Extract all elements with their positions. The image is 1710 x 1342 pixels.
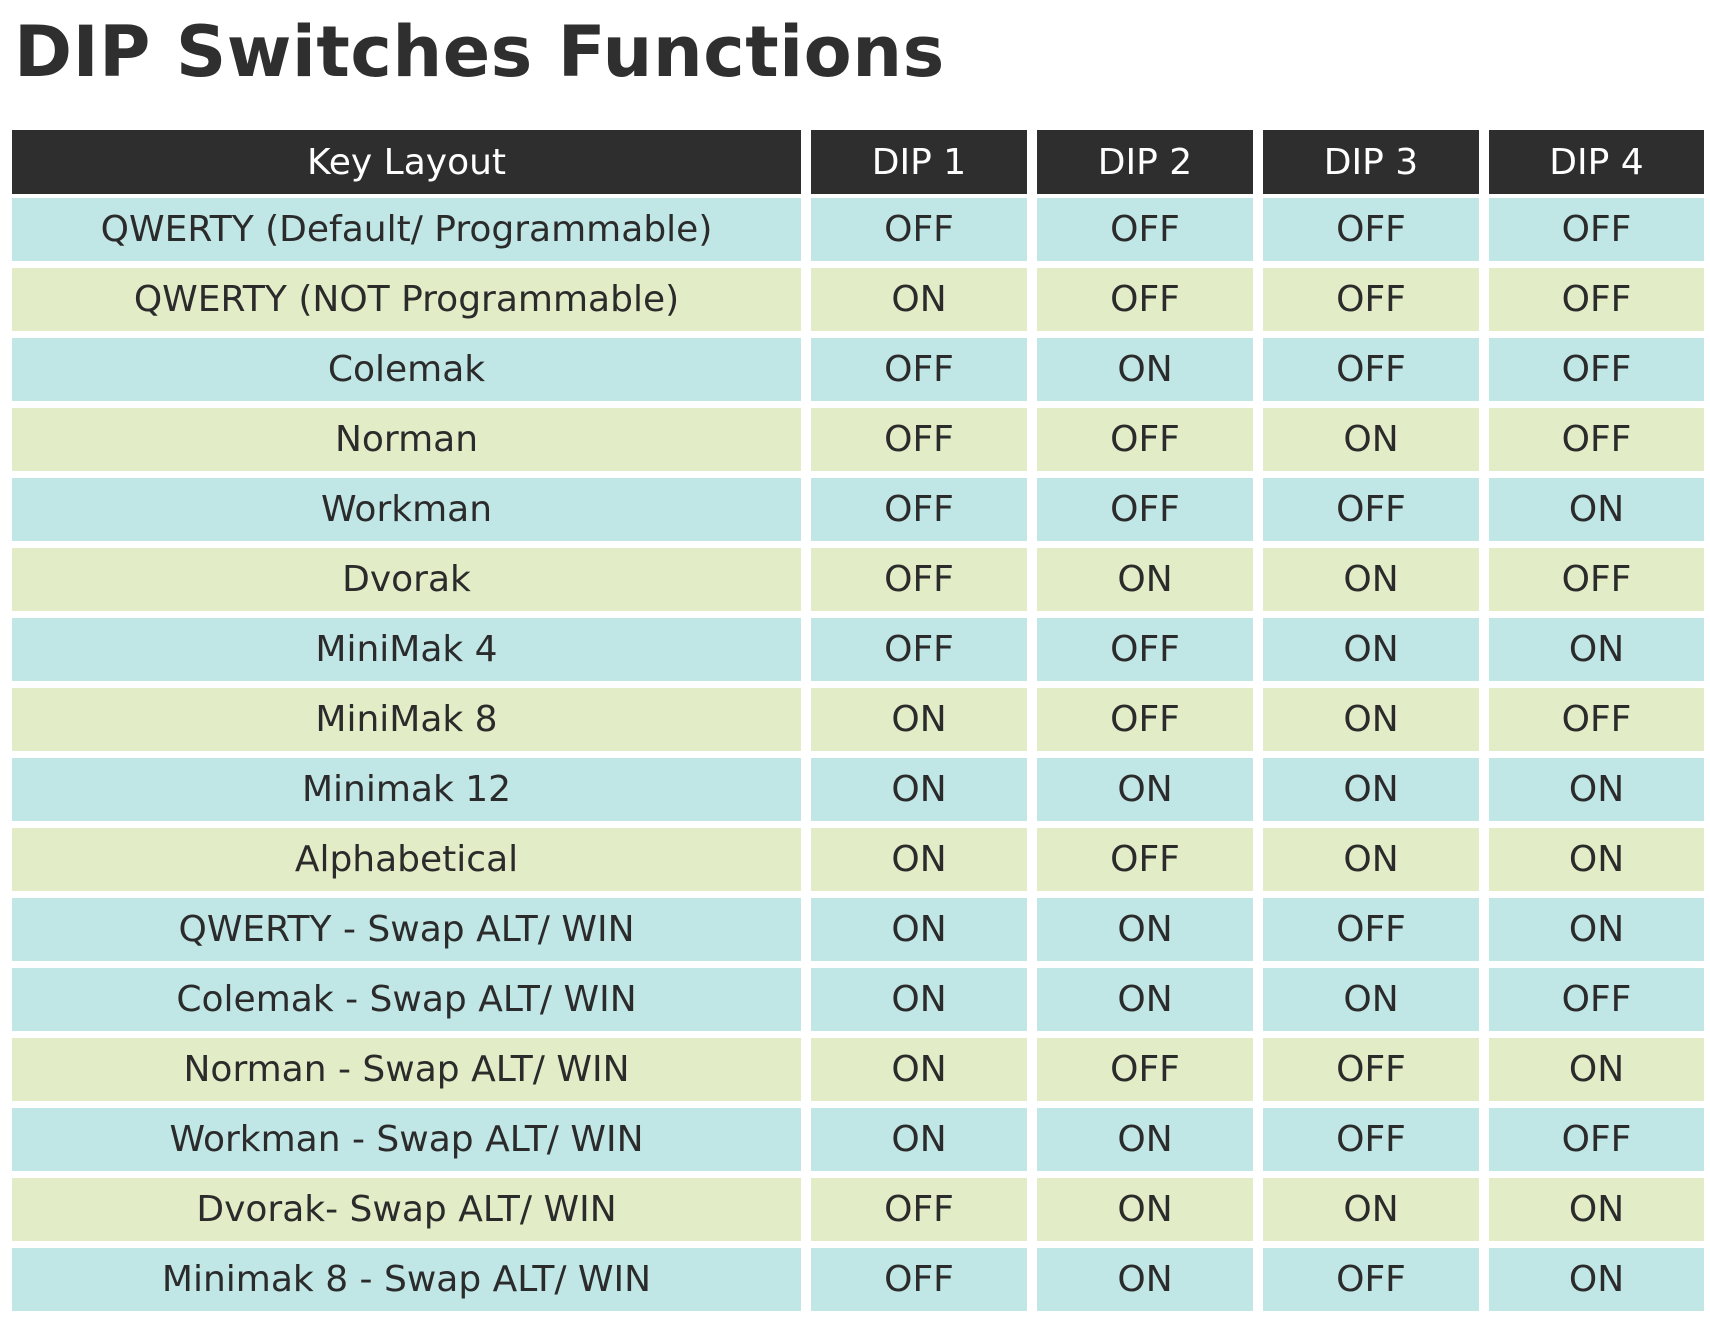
dip-4-cell: OFF bbox=[1489, 688, 1704, 751]
key-layout-cell: QWERTY (NOT Programmable) bbox=[12, 268, 801, 331]
dip-4-cell: OFF bbox=[1489, 198, 1704, 261]
dip-2-cell: OFF bbox=[1037, 618, 1253, 681]
dip-1-cell: ON bbox=[811, 268, 1027, 331]
dip-2-cell: OFF bbox=[1037, 688, 1253, 751]
dip-3-cell: OFF bbox=[1263, 338, 1479, 401]
dip-4-cell: ON bbox=[1489, 1178, 1704, 1241]
dip-1-cell: OFF bbox=[811, 198, 1027, 261]
dip-2-cell: OFF bbox=[1037, 198, 1253, 261]
dip-2-cell: ON bbox=[1037, 758, 1253, 821]
key-layout-cell: Alphabetical bbox=[12, 828, 801, 891]
dip-4-cell: ON bbox=[1489, 1038, 1704, 1101]
dip-3-cell: OFF bbox=[1263, 1248, 1479, 1311]
dip-4-cell: OFF bbox=[1489, 1108, 1704, 1171]
dip-3-cell: OFF bbox=[1263, 268, 1479, 331]
dip-4-cell: ON bbox=[1489, 618, 1704, 681]
dip-3-cell: ON bbox=[1263, 1178, 1479, 1241]
dip-3-cell: OFF bbox=[1263, 1038, 1479, 1101]
dip-1-cell: ON bbox=[811, 1038, 1027, 1101]
dip-4-cell: OFF bbox=[1489, 548, 1704, 611]
key-layout-cell: Minimak 12 bbox=[12, 758, 801, 821]
dip-4-cell: ON bbox=[1489, 828, 1704, 891]
key-layout-cell: Norman bbox=[12, 408, 801, 471]
dip-1-cell: ON bbox=[811, 688, 1027, 751]
dip-3-cell: ON bbox=[1263, 828, 1479, 891]
dip-4-cell: OFF bbox=[1489, 338, 1704, 401]
dip-3-cell: ON bbox=[1263, 618, 1479, 681]
dip-3-cell: OFF bbox=[1263, 478, 1479, 541]
dip-2-cell: ON bbox=[1037, 1178, 1253, 1241]
dip-4-cell: ON bbox=[1489, 1248, 1704, 1311]
key-layout-cell: Colemak bbox=[12, 338, 801, 401]
dip-4-cell: OFF bbox=[1489, 968, 1704, 1031]
dip-3-cell: ON bbox=[1263, 758, 1479, 821]
dip-2-cell: OFF bbox=[1037, 1038, 1253, 1101]
dip-2-cell: ON bbox=[1037, 968, 1253, 1031]
key-layout-cell: Workman bbox=[12, 478, 801, 541]
header-dip-3: DIP 3 bbox=[1263, 130, 1479, 194]
dip-4-cell: ON bbox=[1489, 478, 1704, 541]
dip-2-cell: OFF bbox=[1037, 408, 1253, 471]
dip-2-cell: ON bbox=[1037, 1248, 1253, 1311]
dip-1-cell: ON bbox=[811, 1108, 1027, 1171]
dip-1-cell: OFF bbox=[811, 338, 1027, 401]
dip-3-cell: OFF bbox=[1263, 1108, 1479, 1171]
key-layout-cell: QWERTY (Default/ Programmable) bbox=[12, 198, 801, 261]
dip-switch-table: Key Layout DIP 1 DIP 2 DIP 3 DIP 4 QWERTY (De… bbox=[12, 130, 1704, 1318]
dip-1-cell: ON bbox=[811, 968, 1027, 1031]
dip-1-cell: OFF bbox=[811, 1178, 1027, 1241]
header-key-layout: Key Layout bbox=[12, 130, 801, 194]
dip-2-cell: OFF bbox=[1037, 828, 1253, 891]
dip-3-cell: ON bbox=[1263, 548, 1479, 611]
dip-2-cell: ON bbox=[1037, 338, 1253, 401]
dip-3-cell: ON bbox=[1263, 968, 1479, 1031]
dip-4-cell: OFF bbox=[1489, 408, 1704, 471]
dip-1-cell: ON bbox=[811, 898, 1027, 961]
page-title: DIP Switches Functions bbox=[14, 11, 945, 93]
key-layout-cell: Norman - Swap ALT/ WIN bbox=[12, 1038, 801, 1101]
header-dip-1: DIP 1 bbox=[811, 130, 1027, 194]
dip-2-cell: OFF bbox=[1037, 268, 1253, 331]
dip-3-cell: ON bbox=[1263, 688, 1479, 751]
key-layout-cell: Workman - Swap ALT/ WIN bbox=[12, 1108, 801, 1171]
key-layout-cell: MiniMak 8 bbox=[12, 688, 801, 751]
key-layout-cell: Dvorak- Swap ALT/ WIN bbox=[12, 1178, 801, 1241]
dip-1-cell: ON bbox=[811, 758, 1027, 821]
dip-4-cell: ON bbox=[1489, 758, 1704, 821]
dip-1-cell: OFF bbox=[811, 478, 1027, 541]
key-layout-cell: Dvorak bbox=[12, 548, 801, 611]
header-dip-4: DIP 4 bbox=[1489, 130, 1704, 194]
dip-1-cell: OFF bbox=[811, 548, 1027, 611]
key-layout-cell: QWERTY - Swap ALT/ WIN bbox=[12, 898, 801, 961]
dip-2-cell: ON bbox=[1037, 1108, 1253, 1171]
dip-1-cell: OFF bbox=[811, 1248, 1027, 1311]
dip-1-cell: OFF bbox=[811, 618, 1027, 681]
dip-3-cell: OFF bbox=[1263, 198, 1479, 261]
dip-3-cell: OFF bbox=[1263, 898, 1479, 961]
dip-2-cell: ON bbox=[1037, 548, 1253, 611]
dip-1-cell: ON bbox=[811, 828, 1027, 891]
key-layout-cell: MiniMak 4 bbox=[12, 618, 801, 681]
header-dip-2: DIP 2 bbox=[1037, 130, 1253, 194]
dip-3-cell: ON bbox=[1263, 408, 1479, 471]
dip-1-cell: OFF bbox=[811, 408, 1027, 471]
key-layout-cell: Minimak 8 - Swap ALT/ WIN bbox=[12, 1248, 801, 1311]
dip-2-cell: ON bbox=[1037, 898, 1253, 961]
dip-4-cell: OFF bbox=[1489, 268, 1704, 331]
dip-4-cell: ON bbox=[1489, 898, 1704, 961]
key-layout-cell: Colemak - Swap ALT/ WIN bbox=[12, 968, 801, 1031]
dip-2-cell: OFF bbox=[1037, 478, 1253, 541]
